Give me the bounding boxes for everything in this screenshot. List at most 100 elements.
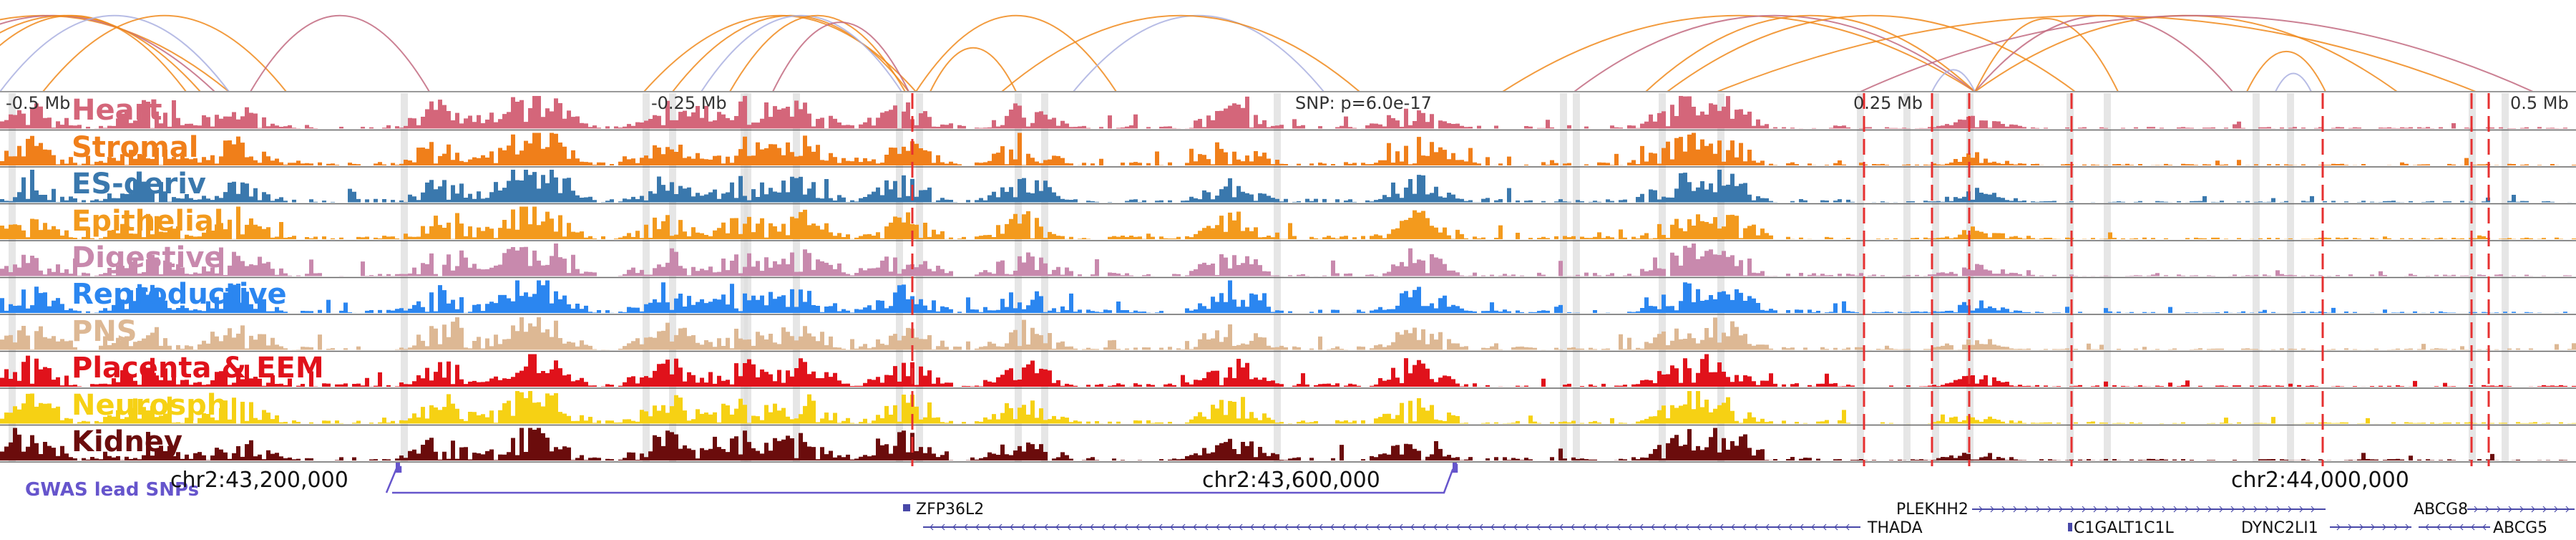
region-markers: [911, 93, 2490, 466]
track-signal: [0, 132, 2576, 165]
strand-arrow-icon: [1571, 524, 1575, 531]
strand-arrow-icon: [1605, 524, 1609, 531]
strand-arrow-icon: [1136, 524, 1140, 531]
strand-arrow-icon: [1456, 524, 1460, 531]
strand-arrow-icon: [2348, 524, 2352, 531]
track-signal: [0, 354, 2576, 387]
strand-arrow-icon: [1662, 524, 1667, 531]
strand-arrow-icon: [2482, 524, 2487, 531]
interaction-arc: [1667, 14, 2076, 92]
interaction-arc: [915, 14, 1117, 92]
strand-arrow-icon: [2519, 506, 2524, 513]
strand-arrow-icon: [2299, 506, 2303, 513]
strand-arrow-icon: [1788, 524, 1792, 531]
strand-arrow-icon: [1697, 524, 1701, 531]
strand-arrow-icon: [2565, 506, 2570, 513]
strand-arrow-icon: [1491, 524, 1495, 531]
strand-arrow-icon: [1078, 524, 1083, 531]
strand-arrow-icon: [2542, 506, 2547, 513]
track-1: [0, 96, 2576, 131]
track-label-neurosph[interactable]: Neurosph: [72, 389, 227, 422]
gene-label-abcg5[interactable]: ABCG5: [2493, 519, 2547, 537]
strand-arrow-icon: [941, 524, 945, 531]
track-5: [0, 244, 2576, 279]
strand-arrow-icon: [1319, 524, 1323, 531]
coordinate-label-44000000: chr2:44,000,000: [2231, 468, 2409, 493]
track-signal: [0, 317, 2576, 350]
strand-arrow-icon: [1979, 506, 1983, 513]
strand-arrow-icon: [1536, 524, 1541, 531]
strand-arrow-icon: [1376, 524, 1380, 531]
strand-arrow-icon: [1090, 524, 1094, 531]
strand-arrow-icon: [2116, 506, 2120, 513]
strand-arrow-icon: [2288, 506, 2292, 513]
strand-arrow-icon: [1582, 524, 1586, 531]
track-labels: Heart Stromal ES-deriv Epithelial Digest…: [72, 94, 324, 458]
track-label-kidney[interactable]: Kidney: [72, 425, 182, 458]
track-label-digestive[interactable]: Digestive: [72, 241, 224, 274]
strand-arrow-icon: [1273, 524, 1277, 531]
ruler-label-left-near: -0.25 Mb: [651, 93, 727, 113]
strand-arrow-icon: [2485, 506, 2489, 513]
gene-label-dync2li1[interactable]: DYNC2LI1: [2241, 519, 2318, 537]
track-label-epithelial[interactable]: Epithelial: [72, 205, 224, 238]
strand-arrow-icon: [2394, 524, 2398, 531]
strand-arrow-icon: [1353, 524, 1357, 531]
track-label-pns[interactable]: PNS: [72, 315, 137, 348]
strand-arrow-icon: [952, 524, 957, 531]
strand-arrow-icon: [1067, 524, 1071, 531]
gene-label-thada[interactable]: THADA: [1867, 519, 1923, 537]
strand-arrow-icon: [1227, 524, 1231, 531]
gwas-snp-marker[interactable]: [1453, 463, 1457, 473]
strand-arrow-icon: [1651, 524, 1655, 531]
gwas-snp-marker[interactable]: [396, 463, 400, 473]
gene-label-zfp36l2[interactable]: ZFP36L2: [916, 501, 984, 519]
strand-arrow-icon: [1628, 524, 1632, 531]
strand-arrow-icon: [1559, 524, 1563, 531]
interaction-arc: [2246, 51, 2326, 92]
strand-arrow-icon: [1250, 524, 1254, 531]
track-label-reproductive[interactable]: Reproductive: [72, 278, 287, 311]
interaction-arc: [729, 14, 906, 92]
track-signal: [0, 391, 2576, 424]
gene-body-zfp36l2[interactable]: [903, 504, 910, 511]
strand-arrow-icon: [1158, 524, 1163, 531]
track-label-placenta-eem[interactable]: Placenta & EEM: [72, 352, 324, 385]
interaction-arc: [772, 21, 909, 92]
strand-arrow-icon: [2371, 524, 2375, 531]
strand-arrow-icon: [2082, 506, 2086, 513]
strand-arrow-icon: [1845, 524, 1850, 531]
strand-arrow-icon: [2508, 506, 2512, 513]
gene-label-c1galt1c1l[interactable]: C1GALT1C1L: [2074, 519, 2174, 537]
strand-arrow-icon: [2173, 506, 2177, 513]
strand-arrow-icon: [2219, 506, 2223, 513]
coordinate-label-43200000: chr2:43,200,000: [170, 468, 348, 493]
gene-body-c1galt1c1l[interactable]: [2068, 523, 2072, 531]
strand-arrow-icon: [2459, 524, 2464, 531]
strand-arrow-icon: [2047, 506, 2051, 513]
strand-arrow-icon: [1147, 524, 1151, 531]
interaction-arc: [672, 14, 909, 92]
coordinate-axis: chr2:43,200,000 chr2:43,600,000 chr2:44,…: [170, 468, 2409, 493]
track-label-stromal[interactable]: Stromal: [72, 131, 199, 164]
strand-arrow-icon: [2311, 506, 2315, 513]
strand-arrow-icon: [1342, 524, 1346, 531]
track-label-es-deriv[interactable]: ES-deriv: [72, 168, 206, 201]
strand-arrow-icon: [2276, 506, 2280, 513]
track-signal: [0, 96, 2576, 129]
strand-arrow-icon: [964, 524, 968, 531]
interaction-arc: [1645, 14, 1976, 92]
interaction-arc: [1574, 14, 1976, 92]
gene-label-plekhh2[interactable]: PLEKHH2: [1896, 501, 1968, 519]
strand-arrow-icon: [1422, 524, 1426, 531]
strand-arrow-icon: [2425, 524, 2429, 531]
strand-arrow-icon: [2253, 506, 2258, 513]
gene-label-abcg8[interactable]: ABCG8: [2414, 501, 2468, 519]
strand-arrow-icon: [2359, 524, 2363, 531]
interaction-arc: [1001, 14, 1360, 92]
track-label-heart[interactable]: Heart: [72, 94, 162, 127]
strand-arrow-icon: [1044, 524, 1048, 531]
strand-arrow-icon: [1800, 524, 1804, 531]
